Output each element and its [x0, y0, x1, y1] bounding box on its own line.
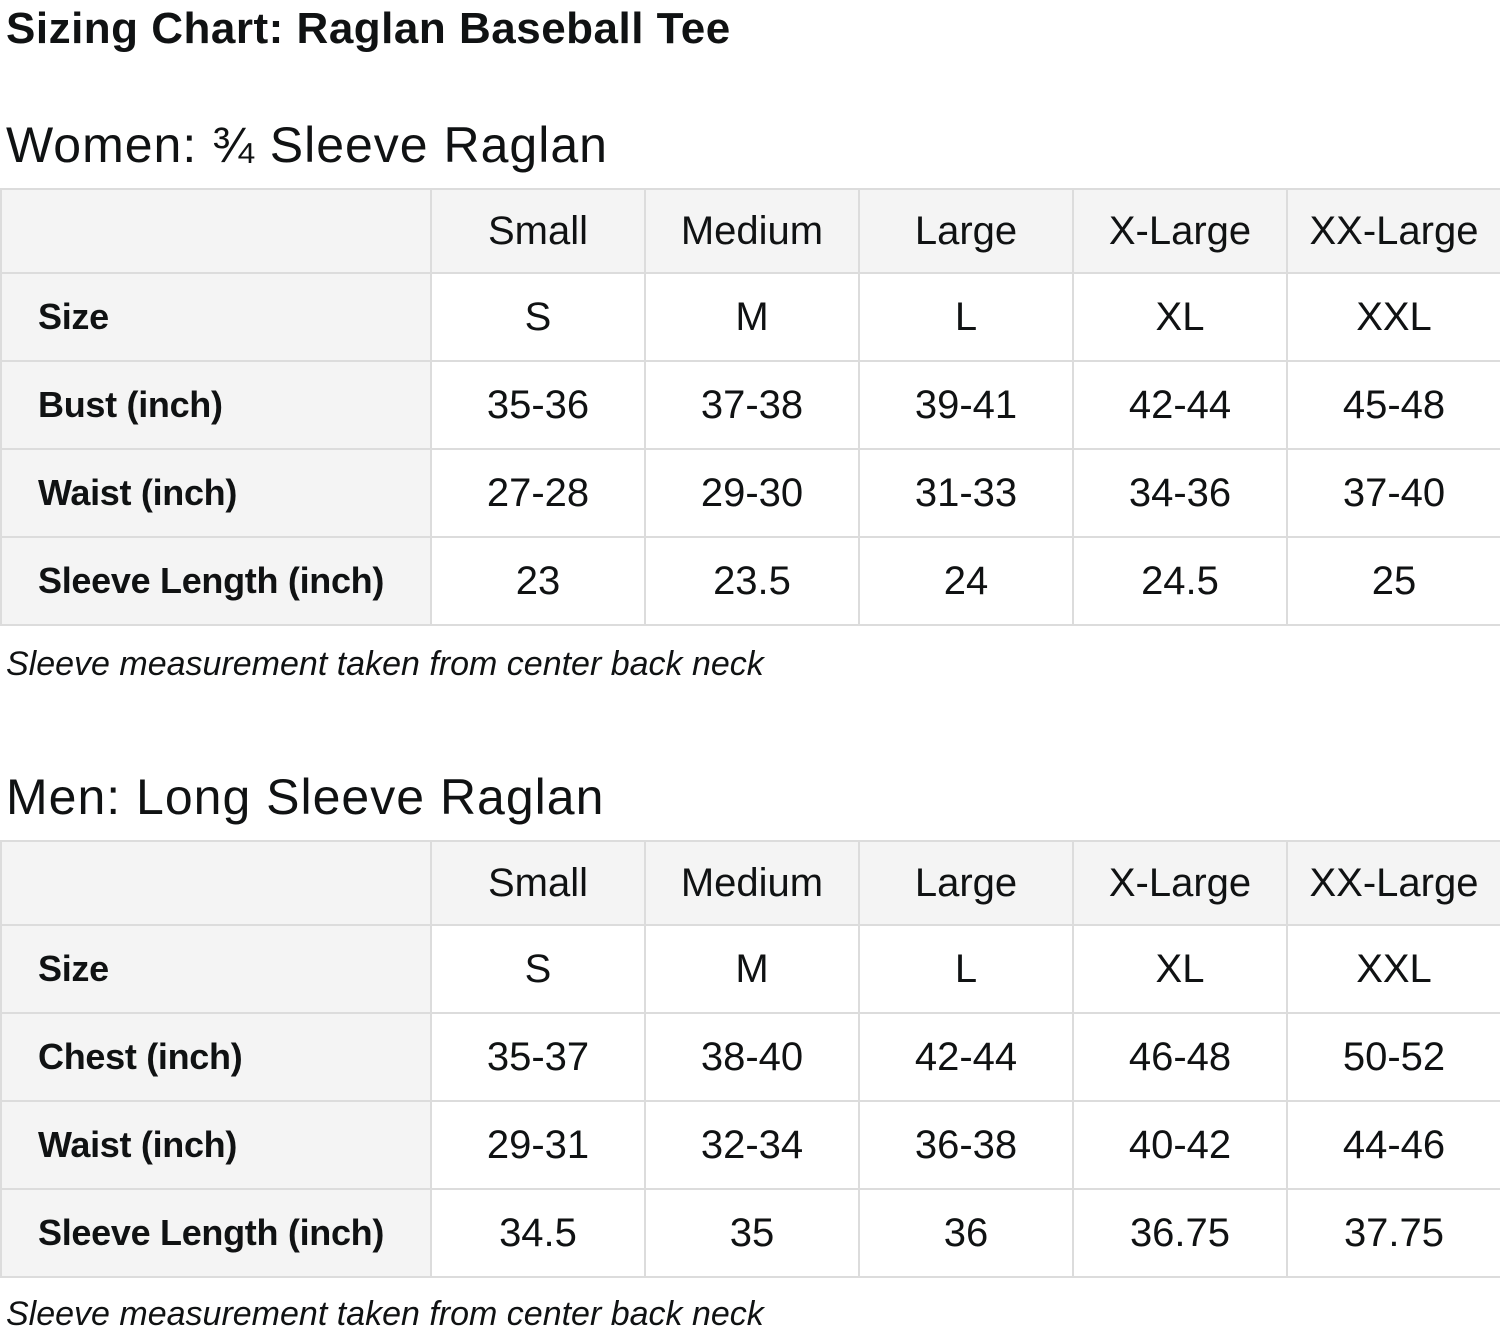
sleeve-measurement-note: Sleeve measurement taken from center bac…: [6, 1295, 764, 1333]
row-label-waist: Waist (inch): [0, 448, 432, 538]
row-label-chest: Chest (inch): [0, 1012, 432, 1102]
corner-cell: [0, 188, 432, 274]
row-label-sleeve-length: Sleeve Length (inch): [0, 536, 432, 626]
value-cell: 42-44: [858, 1012, 1074, 1102]
table-row-size: Size S M L XL XXL: [0, 272, 1500, 362]
value-cell: 35-36: [430, 360, 646, 450]
value-cell: 35-37: [430, 1012, 646, 1102]
table-row-waist: Waist (inch) 29-31 32-34 36-38 40-42 44-…: [0, 1100, 1500, 1190]
value-cell: 29-31: [430, 1100, 646, 1190]
value-cell: 34.5: [430, 1188, 646, 1278]
value-cell: 39-41: [858, 360, 1074, 450]
value-cell: 50-52: [1286, 1012, 1500, 1102]
table-row-bust: Bust (inch) 35-36 37-38 39-41 42-44 45-4…: [0, 360, 1500, 450]
value-cell: 25: [1286, 536, 1500, 626]
value-cell: 37-38: [644, 360, 860, 450]
section-heading-men: Men: Long Sleeve Raglan: [6, 769, 605, 825]
value-cell: XXL: [1286, 272, 1500, 362]
column-header-large: Large: [858, 188, 1074, 274]
value-cell: M: [644, 924, 860, 1014]
row-label-bust: Bust (inch): [0, 360, 432, 450]
value-cell: XXL: [1286, 924, 1500, 1014]
table-row-waist: Waist (inch) 27-28 29-30 31-33 34-36 37-…: [0, 448, 1500, 538]
column-header-small: Small: [430, 188, 646, 274]
column-header-xx-large: XX-Large: [1286, 188, 1500, 274]
column-header-medium: Medium: [644, 840, 860, 926]
value-cell: S: [430, 924, 646, 1014]
women-sizing-table: Small Medium Large X-Large XX-Large Size…: [0, 188, 1500, 626]
value-cell: 44-46: [1286, 1100, 1500, 1190]
value-cell: 24.5: [1072, 536, 1288, 626]
column-header-xx-large: XX-Large: [1286, 840, 1500, 926]
value-cell: 42-44: [1072, 360, 1288, 450]
value-cell: 36-38: [858, 1100, 1074, 1190]
page-title: Sizing Chart: Raglan Baseball Tee: [6, 4, 731, 53]
section-heading-women: Women: ¾ Sleeve Raglan: [6, 117, 608, 173]
table-row-chest: Chest (inch) 35-37 38-40 42-44 46-48 50-…: [0, 1012, 1500, 1102]
table-row-sleeve-length: Sleeve Length (inch) 23 23.5 24 24.5 25: [0, 536, 1500, 626]
table-row-size: Size S M L XL XXL: [0, 924, 1500, 1014]
row-label-size: Size: [0, 924, 432, 1014]
value-cell: 40-42: [1072, 1100, 1288, 1190]
column-header-row: Small Medium Large X-Large XX-Large: [0, 188, 1500, 274]
value-cell: 32-34: [644, 1100, 860, 1190]
value-cell: 37.75: [1286, 1188, 1500, 1278]
value-cell: 23.5: [644, 536, 860, 626]
sleeve-measurement-note: Sleeve measurement taken from center bac…: [6, 645, 764, 683]
value-cell: XL: [1072, 924, 1288, 1014]
value-cell: L: [858, 924, 1074, 1014]
column-header-large: Large: [858, 840, 1074, 926]
value-cell: 37-40: [1286, 448, 1500, 538]
section-men: Men: Long Sleeve Raglan Small Medium Lar…: [0, 768, 1500, 1334]
column-header-x-large: X-Large: [1072, 840, 1288, 926]
value-cell: 27-28: [430, 448, 646, 538]
value-cell: L: [858, 272, 1074, 362]
row-label-sleeve-length: Sleeve Length (inch): [0, 1188, 432, 1278]
value-cell: 36.75: [1072, 1188, 1288, 1278]
value-cell: 45-48: [1286, 360, 1500, 450]
value-cell: 34-36: [1072, 448, 1288, 538]
value-cell: 24: [858, 536, 1074, 626]
value-cell: M: [644, 272, 860, 362]
column-header-small: Small: [430, 840, 646, 926]
men-sizing-table: Small Medium Large X-Large XX-Large Size…: [0, 840, 1500, 1278]
value-cell: 38-40: [644, 1012, 860, 1102]
value-cell: 35: [644, 1188, 860, 1278]
column-header-medium: Medium: [644, 188, 860, 274]
column-header-x-large: X-Large: [1072, 188, 1288, 274]
value-cell: 29-30: [644, 448, 860, 538]
value-cell: S: [430, 272, 646, 362]
column-header-row: Small Medium Large X-Large XX-Large: [0, 840, 1500, 926]
value-cell: 23: [430, 536, 646, 626]
value-cell: 46-48: [1072, 1012, 1288, 1102]
value-cell: 36: [858, 1188, 1074, 1278]
value-cell: 31-33: [858, 448, 1074, 538]
table-row-sleeve-length: Sleeve Length (inch) 34.5 35 36 36.75 37…: [0, 1188, 1500, 1278]
section-women: Women: ¾ Sleeve Raglan Small Medium Larg…: [0, 116, 1500, 684]
row-label-size: Size: [0, 272, 432, 362]
value-cell: XL: [1072, 272, 1288, 362]
row-label-waist: Waist (inch): [0, 1100, 432, 1190]
corner-cell: [0, 840, 432, 926]
